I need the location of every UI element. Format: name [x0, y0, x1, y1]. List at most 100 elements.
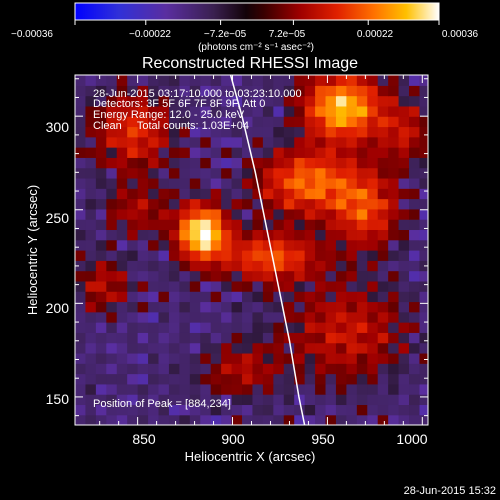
- heatmap-cell: [325, 280, 337, 292]
- heatmap-cell: [335, 260, 347, 272]
- heatmap-cell: [106, 85, 118, 97]
- heatmap-cell: [377, 260, 389, 272]
- heatmap-cell: [85, 157, 97, 169]
- heatmap-cell: [409, 332, 421, 344]
- heatmap-cell: [179, 280, 191, 292]
- colorbar-unit-label: (photons cm⁻² s⁻¹ asec⁻²): [198, 42, 314, 53]
- heatmap-cell: [85, 311, 97, 323]
- heatmap-cell: [95, 301, 107, 313]
- heatmap-cell: [335, 229, 347, 241]
- heatmap-cell: [189, 311, 201, 323]
- colorbar-tick-label-4: 0.00022: [357, 29, 394, 40]
- heatmap-cell: [231, 280, 243, 292]
- heatmap-cell: [106, 394, 118, 406]
- heatmap-cell: [304, 414, 316, 425]
- heatmap-cell: [419, 373, 428, 385]
- heatmap-cell: [294, 188, 306, 200]
- heatmap-cell: [95, 363, 107, 375]
- heatmap-cell: [356, 394, 368, 406]
- x-tick-label-950: 950: [311, 431, 335, 447]
- heatmap-cell: [273, 301, 285, 313]
- heatmap-cell: [273, 188, 285, 200]
- heatmap-cell: [179, 219, 191, 231]
- heatmap-cell: [377, 208, 389, 220]
- annotation-energy-range: Energy Range: 12.0 - 25.0 keV: [93, 109, 245, 121]
- heatmap-cell: [294, 105, 306, 117]
- heatmap-cell: [168, 208, 180, 220]
- heatmap-cell: [388, 404, 400, 416]
- heatmap-cell: [419, 342, 428, 354]
- heatmap-cell: [325, 291, 337, 303]
- heatmap-cell: [377, 95, 389, 107]
- heatmap-cell: [158, 126, 170, 138]
- heatmap-cell: [221, 157, 233, 169]
- heatmap-cell: [367, 414, 379, 425]
- heatmap-cell: [367, 147, 379, 158]
- heatmap-cell: [189, 147, 201, 158]
- heatmap-cell: [252, 250, 264, 261]
- heatmap-cell: [283, 157, 295, 169]
- heatmap-cell: [315, 198, 327, 210]
- heatmap-cell: [242, 219, 254, 231]
- heatmap-cell: [75, 332, 87, 344]
- heatmap-cell: [304, 219, 316, 231]
- heatmap-cell: [158, 85, 170, 97]
- heatmap-cell: [200, 280, 212, 292]
- heatmap-cell: [148, 311, 160, 323]
- heatmap-cell: [116, 136, 128, 148]
- heatmap-cell: [283, 260, 295, 272]
- heatmap-cell: [116, 188, 128, 200]
- heatmap-cell: [273, 157, 285, 169]
- heatmap-cell: [273, 147, 285, 158]
- heatmap-cell: [377, 373, 389, 385]
- heatmap-cell: [377, 105, 389, 117]
- heatmap-cell: [200, 260, 212, 272]
- heatmap-cell: [304, 301, 316, 313]
- heatmap-cell: [262, 177, 274, 189]
- heatmap-cell: [283, 404, 295, 416]
- heatmap-cell: [221, 414, 233, 425]
- heatmap-cell: [242, 177, 254, 189]
- heatmap-cell: [137, 311, 149, 323]
- heatmap-cell: [335, 198, 347, 210]
- heatmap-cell: [116, 291, 128, 303]
- heatmap-cell: [137, 352, 149, 364]
- heatmap-cell: [304, 188, 316, 200]
- heatmap-cell: [75, 105, 87, 117]
- heatmap-cell: [356, 136, 368, 148]
- heatmap-cell: [335, 177, 347, 189]
- heatmap-cell: [242, 270, 254, 282]
- heatmap-cell: [315, 85, 327, 97]
- heatmap-cell: [200, 342, 212, 354]
- heatmap-cell: [137, 394, 149, 406]
- heatmap-cell: [95, 229, 107, 241]
- heatmap-cell: [419, 147, 428, 158]
- heatmap-cell: [304, 342, 316, 354]
- heatmap-cell: [116, 157, 128, 169]
- heatmap-cell: [168, 219, 180, 231]
- heatmap-cell: [85, 116, 97, 128]
- heatmap-cell: [137, 105, 149, 117]
- heatmap-cell: [231, 352, 243, 364]
- heatmap-cell: [116, 147, 128, 158]
- heatmap-cell: [106, 116, 118, 128]
- heatmap-cell: [346, 126, 358, 138]
- heatmap-cell: [200, 311, 212, 323]
- heatmap-cell: [388, 208, 400, 220]
- heatmap-cell: [179, 394, 191, 406]
- heatmap-cell: [346, 280, 358, 292]
- heatmap-cell: [168, 260, 180, 272]
- heatmap-cell: [283, 301, 295, 313]
- heatmap-cell: [304, 291, 316, 303]
- heatmap-cell: [168, 363, 180, 375]
- heatmap-cell: [346, 383, 358, 395]
- heatmap-cell: [262, 75, 274, 86]
- heatmap-cell: [367, 105, 379, 117]
- heatmap-cell: [294, 352, 306, 364]
- heatmap-cell: [168, 85, 180, 97]
- heatmap-cell: [75, 219, 87, 231]
- heatmap-cell: [137, 157, 149, 169]
- heatmap-cell: [85, 301, 97, 313]
- heatmap-cell: [356, 404, 368, 416]
- heatmap-cell: [210, 291, 222, 303]
